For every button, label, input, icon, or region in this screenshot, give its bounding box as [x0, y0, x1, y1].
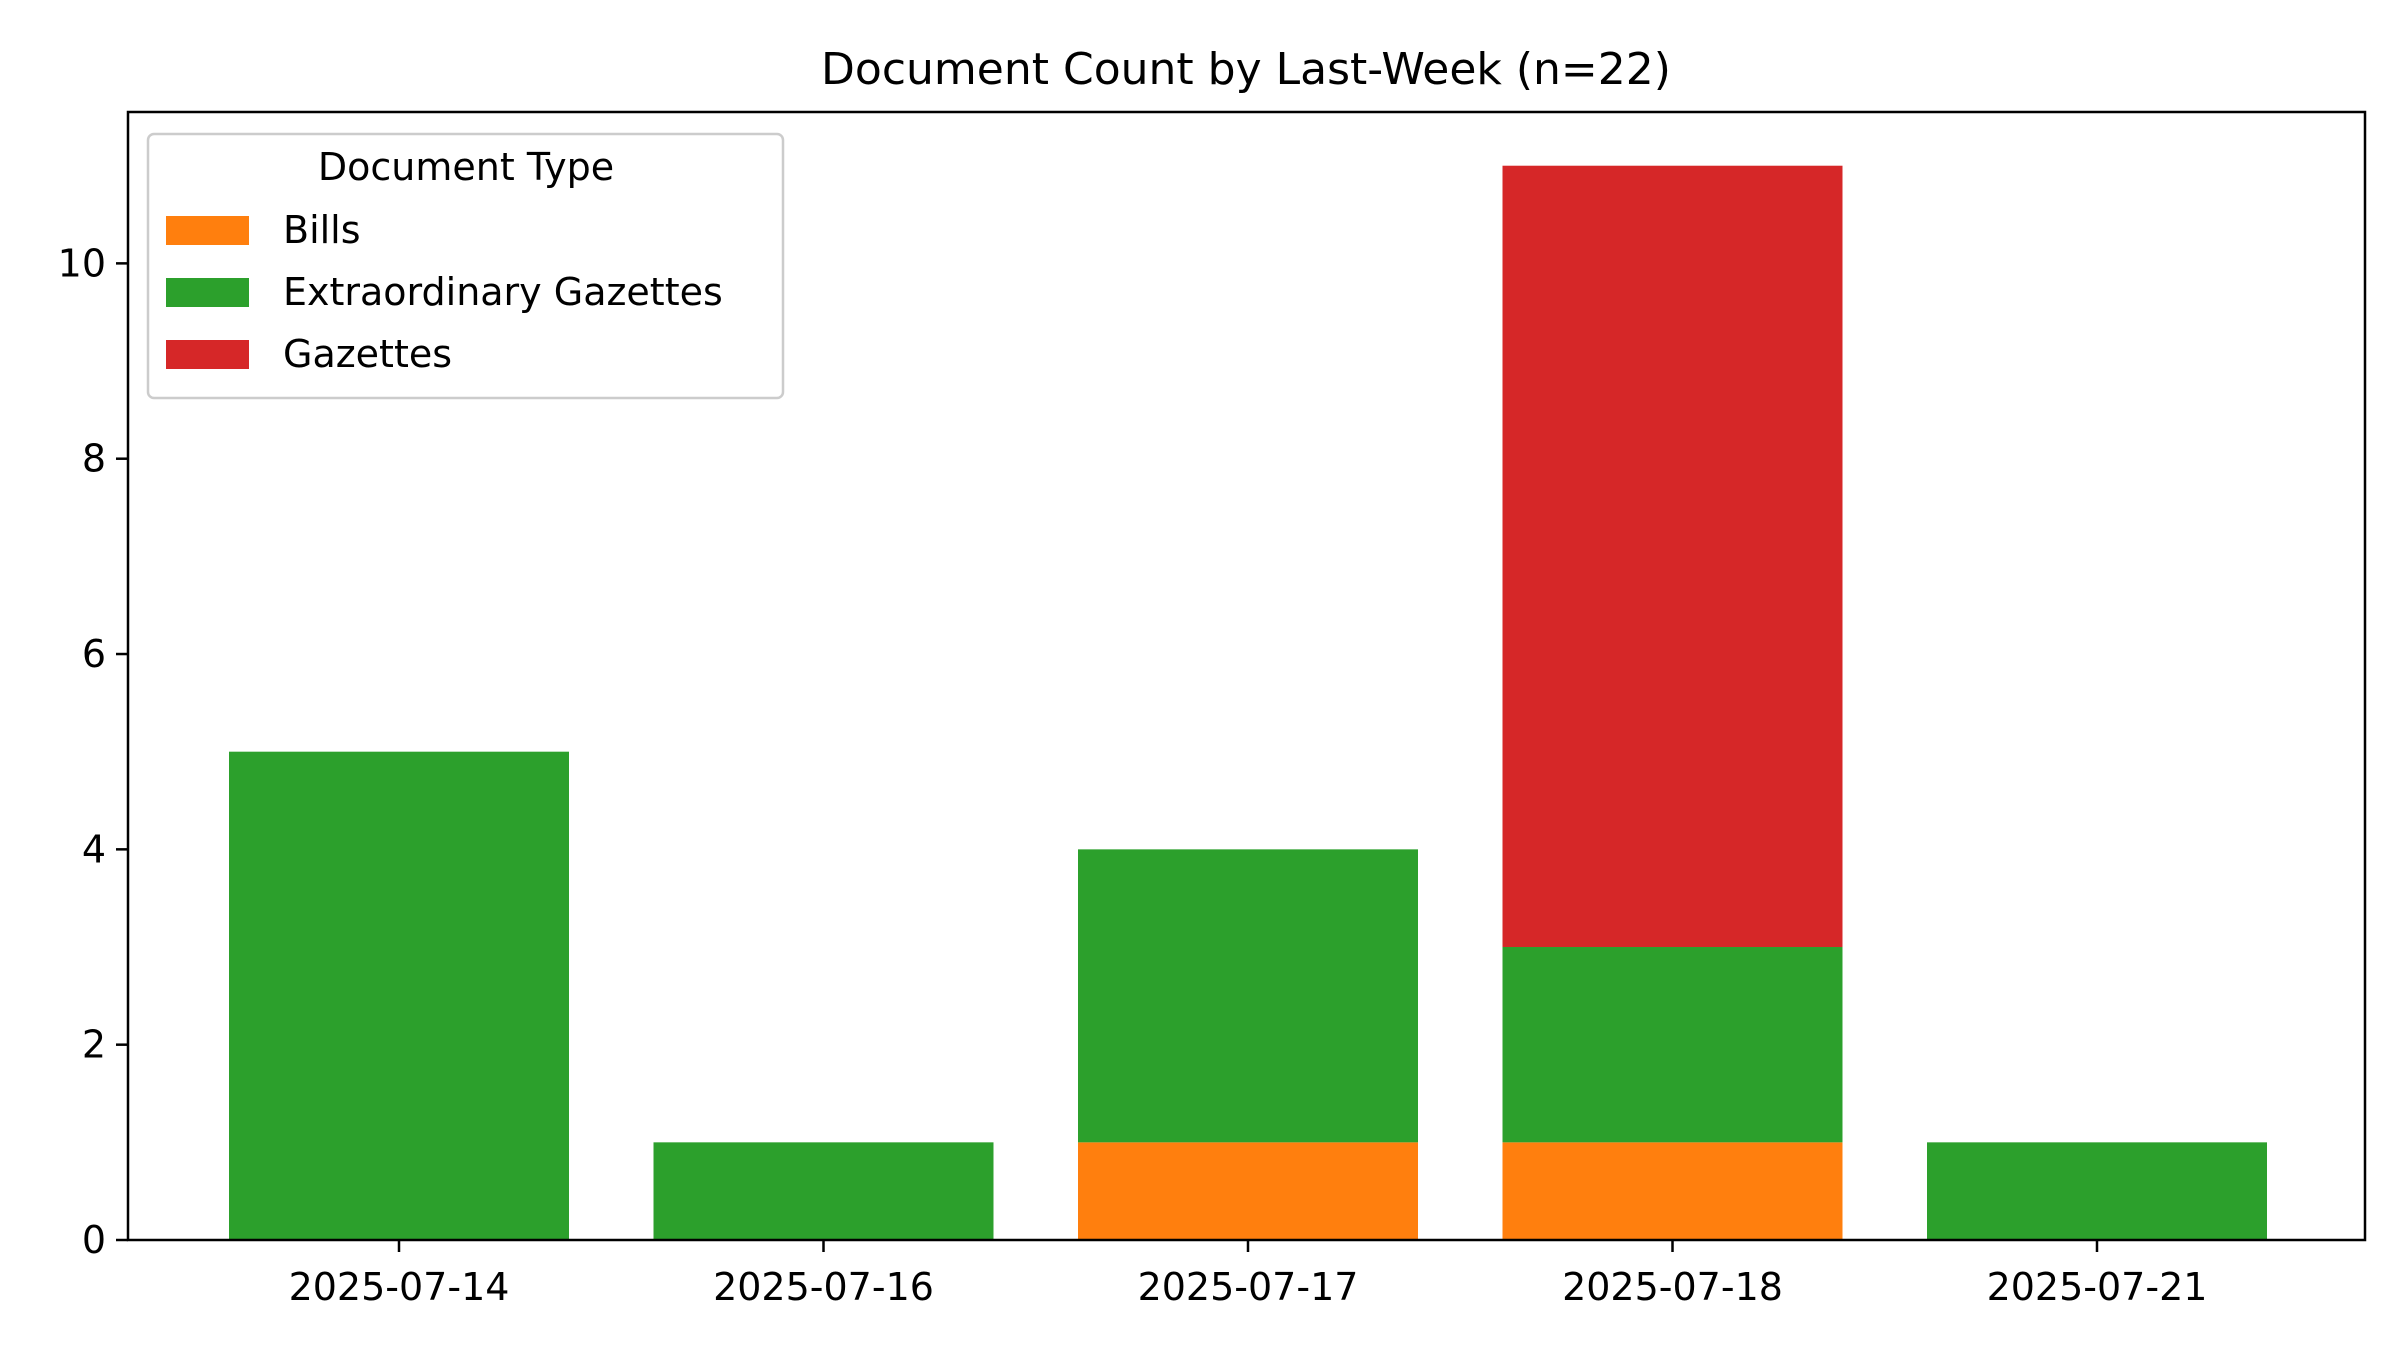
legend-frame	[146, 132, 785, 400]
x-tick-label: 2025-07-18	[1562, 1265, 1783, 1309]
bar-extraordinary-gazettes-2025-07-18	[1502, 947, 1843, 1143]
bar-bills-2025-07-17	[1078, 1142, 1418, 1240]
x-tick-label: 2025-07-17	[1138, 1265, 1359, 1309]
y-axis: 0 2 4 6 8 10	[58, 241, 128, 1262]
y-tick-label: 6	[82, 632, 106, 676]
y-tick-label: 8	[82, 437, 106, 481]
legend-swatch-extraordinary-gazettes	[166, 278, 249, 307]
x-tick-label: 2025-07-14	[289, 1265, 510, 1309]
legend-items: Bills Extraordinary Gazettes Gazettes	[166, 208, 723, 376]
y-tick-label: 4	[82, 827, 106, 871]
x-tick-label: 2025-07-16	[713, 1265, 934, 1309]
y-tick-label: 10	[58, 241, 106, 285]
legend-swatch-gazettes	[166, 340, 249, 369]
legend-label: Extraordinary Gazettes	[283, 270, 723, 314]
x-axis: 2025-07-14 2025-07-16 2025-07-17 2025-07-18…	[289, 1240, 2208, 1309]
x-tick-label: 2025-07-21	[1987, 1265, 2208, 1309]
bar-extraordinary-gazettes-2025-07-21	[1927, 1142, 2267, 1240]
bars	[229, 165, 2267, 1240]
bar-extraordinary-gazettes-2025-07-17	[1078, 849, 1418, 1143]
legend-swatch-bills	[166, 216, 249, 245]
legend-label: Bills	[283, 208, 361, 252]
legend-title: Document Type	[318, 145, 614, 189]
legend-label: Gazettes	[283, 332, 452, 376]
y-tick-label: 0	[82, 1218, 106, 1262]
chart-title: Document Count by Last-Week (n=22)	[821, 44, 1671, 95]
bar-gazettes-2025-07-18	[1502, 165, 1843, 948]
bar-extraordinary-gazettes-2025-07-14	[229, 751, 569, 1240]
legend: Document Type Bills Extraordinary Gazette…	[146, 132, 785, 400]
y-tick-label: 2	[82, 1023, 106, 1067]
bar-bills-2025-07-18	[1502, 1142, 1843, 1240]
bar-extraordinary-gazettes-2025-07-16	[653, 1142, 994, 1240]
plot-frame	[126, 110, 2367, 1242]
